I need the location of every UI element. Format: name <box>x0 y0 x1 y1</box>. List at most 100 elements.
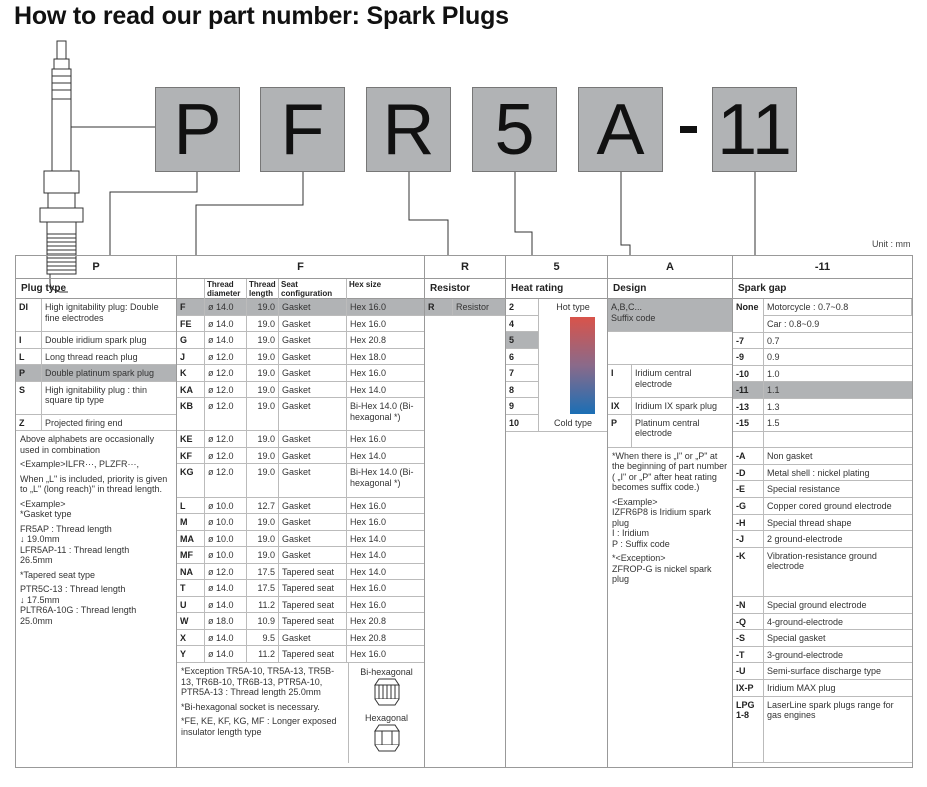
thread-length: 19.0 <box>247 530 279 547</box>
hexagonal-nut-icon <box>373 724 400 752</box>
description: Projected firing end <box>45 417 123 428</box>
thread-length: 11.2 <box>247 596 279 613</box>
section-title: Design <box>608 279 732 299</box>
description: High ignitability plug : thin square tip… <box>45 384 148 406</box>
thread-diameter: ø 14.0 <box>205 596 247 613</box>
cold-type-label: Cold type <box>553 418 593 429</box>
seat-configuration: Tapered seat <box>279 646 347 663</box>
description: Iridium MAX plug <box>767 682 836 693</box>
table-row: -13 1.3 <box>733 398 912 416</box>
note-text: *When there is „I" or „P" at the beginni… <box>612 450 728 493</box>
seat-configuration: Gasket <box>279 299 347 315</box>
code: W <box>177 613 205 629</box>
note-text: *FE, KE, KF, KG, MF : Longer exposed ins… <box>181 716 337 737</box>
hex-size: Hex 14.0 <box>350 450 387 461</box>
code: KB <box>177 398 205 431</box>
code: -10 <box>733 365 764 382</box>
hex-size: Hex 20.8 <box>350 632 387 643</box>
hex-size: Hex 14.0 <box>350 533 387 544</box>
table-row <box>733 431 912 449</box>
code: M <box>177 514 205 530</box>
hex-size: Hex 14.0 <box>350 566 387 577</box>
description: Metal shell : nickel plating <box>767 467 870 478</box>
code: None <box>733 299 764 332</box>
thread-length: 19.0 <box>247 315 279 332</box>
thread-length: 19.0 <box>247 348 279 365</box>
seat-configuration: Gasket <box>279 629 347 646</box>
code: -K <box>733 547 764 597</box>
hex-size: Hex 16.0 <box>350 583 387 594</box>
heat-rating-value: 6 <box>506 349 538 366</box>
description: Double platinum spark plug <box>45 368 155 379</box>
thread-column-header <box>177 279 205 299</box>
gap-value: Car : 0.8~0.9 <box>767 318 820 329</box>
description: Long thread reach plug <box>45 351 138 362</box>
heat-rating-value: 4 <box>506 316 538 333</box>
thread-diameter: ø 14.0 <box>205 646 247 663</box>
hex-size: Hex 16.0 <box>350 434 387 445</box>
heat-rating-value: 8 <box>506 382 538 399</box>
table-row: P Double platinum spark plug <box>16 365 176 382</box>
table-row: A,B,C... Suffix code <box>608 299 732 333</box>
code: -Q <box>733 613 764 630</box>
heat-gradient-bar <box>570 317 595 414</box>
table-row <box>608 332 732 366</box>
note-text: <Example> *Gasket type <box>20 498 72 520</box>
thread-diameter: ø 14.0 <box>205 580 247 596</box>
thread-length: 19.0 <box>247 398 279 431</box>
table-row: -E Special resistance <box>733 481 912 498</box>
code: IX-P <box>733 679 764 696</box>
seat-configuration: Gasket <box>279 530 347 547</box>
table-row: -H Special thread shape <box>733 514 912 532</box>
table-row: KF ø 12.0 19.0 Gasket Hex 14.0 <box>177 447 424 465</box>
description: LaserLine spark plugs range for gas engi… <box>767 699 894 721</box>
hex-label: Hexagonal <box>364 713 409 724</box>
code <box>733 431 764 448</box>
thread-length: 19.0 <box>247 447 279 464</box>
thread-diameter: ø 12.0 <box>205 398 247 431</box>
thread-length: 19.0 <box>247 381 279 398</box>
description: Semi-surface discharge type <box>767 666 882 677</box>
thread-notes: *Exception TR5A-10, TR5A-13, TR5B-13, TR… <box>177 663 349 764</box>
seat-configuration: Gasket <box>279 547 347 563</box>
code: -G <box>733 497 764 514</box>
spark-gap-column: -11 Spark gap None Motorcycle : 0.7~0.8 … <box>732 255 913 768</box>
section-title: Resistor <box>425 279 505 299</box>
table-row: -A Non gasket <box>733 448 912 465</box>
note-text: *Bi-hexagonal socket is necessary. <box>181 701 320 712</box>
spark-plug-icon <box>39 40 84 293</box>
table-row: -S Special gasket <box>733 630 912 647</box>
code: IX <box>608 398 632 414</box>
table-row: -T 3-ground-electrode <box>733 646 912 664</box>
thread-diameter: ø 14.0 <box>205 332 247 348</box>
code: -T <box>733 646 764 663</box>
code: KF <box>177 447 205 464</box>
code: MF <box>177 547 205 563</box>
code: F <box>177 299 205 315</box>
code: P <box>608 414 632 447</box>
description: 0.7 <box>767 335 780 346</box>
column-header: F <box>177 256 424 279</box>
design-column: A Design A,B,C... Suffix code I Iridium ce… <box>607 255 732 768</box>
table-row: I Iridium central electrode <box>608 365 732 399</box>
thread-diameter: ø 10.0 <box>205 497 247 514</box>
code: -9 <box>733 349 764 365</box>
table-row: P Platinum central electrode <box>608 414 732 448</box>
heat-rating-value: 9 <box>506 398 538 415</box>
thread-column: F Thread diameter Thread length Seat confi… <box>176 255 424 768</box>
thread-length: 19.0 <box>247 514 279 530</box>
note-text: *Exception TR5A-10, TR5A-13, TR5B-13, TR… <box>181 666 335 698</box>
seat-configuration: Gasket <box>279 497 347 514</box>
table-row: KB ø 12.0 19.0 Gasket Bi-Hex 14.0 (Bi-hexago… <box>177 398 424 432</box>
table-row: NA ø 12.0 17.5 Tapered seat Hex 14.0 <box>177 563 424 581</box>
table-row: L Long thread reach plug <box>16 348 176 366</box>
thread-column-header: Hex size <box>349 280 382 289</box>
hex-size: Hex 16.0 <box>350 599 387 610</box>
